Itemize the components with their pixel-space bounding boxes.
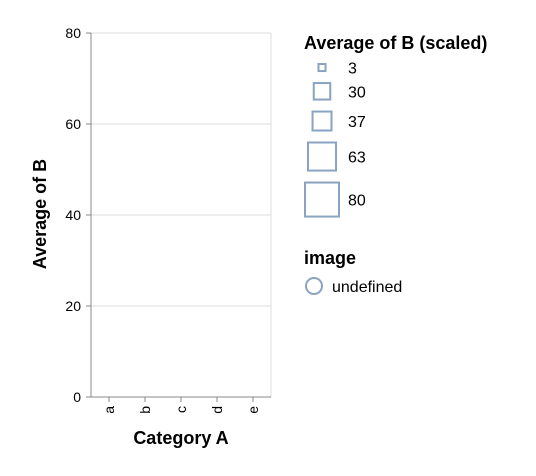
size-legend-symbol <box>317 63 327 73</box>
y-axis-title: Average of B <box>30 159 50 269</box>
size-legend: Average of B (scaled) 3 30 37 63 80 <box>304 33 487 218</box>
shape-legend-title: image <box>304 248 356 268</box>
size-legend-title: Average of B (scaled) <box>304 33 487 53</box>
x-tick-label: e <box>245 406 261 414</box>
y-axis: 0 20 40 60 80 <box>65 25 92 405</box>
size-legend-label: 30 <box>348 84 366 101</box>
y-tick-label: 60 <box>65 116 81 132</box>
size-legend-label: 63 <box>348 150 366 167</box>
size-legend-symbol <box>304 181 340 218</box>
y-tick-label: 40 <box>65 207 81 223</box>
size-legend-symbol <box>311 110 333 132</box>
gridlines <box>91 32 272 397</box>
y-tick-label: 20 <box>65 298 81 314</box>
x-tick-label: b <box>137 406 153 414</box>
y-tick-label: 0 <box>73 389 81 405</box>
x-tick-label: c <box>173 406 189 413</box>
x-tick-label: a <box>101 406 117 414</box>
size-legend-label: 37 <box>348 114 366 131</box>
size-legend-label: 3 <box>348 61 357 78</box>
x-axis: a b c d e <box>91 396 271 414</box>
size-legend-symbol <box>312 82 332 101</box>
shape-legend: image undefined <box>304 248 402 296</box>
shape-legend-symbol <box>305 277 323 295</box>
y-tick-label: 80 <box>65 25 81 41</box>
x-axis-title: Category A <box>133 428 228 448</box>
size-legend-symbol <box>306 141 338 172</box>
x-tick-label: d <box>209 406 225 414</box>
size-legend-label: 80 <box>348 193 366 210</box>
shape-legend-label: undefined <box>332 279 402 296</box>
